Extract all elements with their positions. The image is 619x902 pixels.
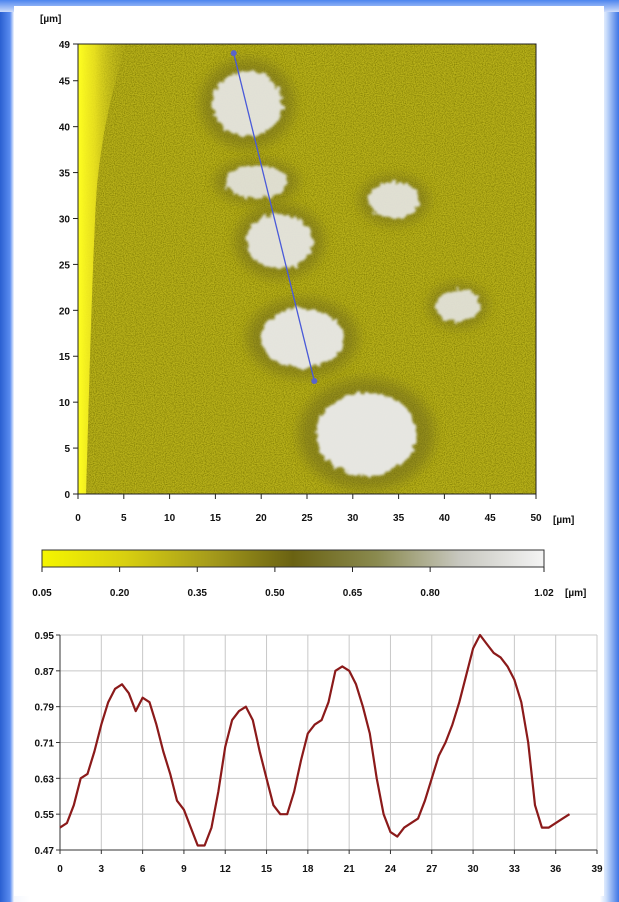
map-y-tick-label: 45 bbox=[59, 77, 71, 88]
colorbar-tick-label: 0.05 bbox=[32, 588, 52, 599]
colorbar bbox=[41, 549, 545, 568]
surface-features bbox=[200, 59, 488, 491]
map-y-tick-label: 25 bbox=[59, 260, 71, 271]
height-map bbox=[78, 44, 536, 494]
profile-x-tick-label: 39 bbox=[591, 864, 603, 875]
map-y-tick-label: 10 bbox=[59, 398, 71, 409]
surface-feature bbox=[368, 181, 420, 219]
profile-y-tick-label: 0.95 bbox=[35, 631, 55, 642]
profile-x-tick-label: 33 bbox=[509, 864, 521, 875]
profile-x-axis: 0 3 6 9 12 15 18 21 24 27 30 33 36 39 bbox=[57, 850, 603, 875]
profile-line[interactable] bbox=[233, 53, 315, 382]
profile-x-tick-label: 3 bbox=[99, 864, 105, 875]
profile-series-line bbox=[59, 633, 571, 847]
profile-grid bbox=[59, 634, 598, 851]
map-y-tick-label: 15 bbox=[59, 352, 71, 363]
profile-end-marker[interactable] bbox=[311, 378, 318, 385]
profile-x-tick-label: 30 bbox=[468, 864, 480, 875]
profile-x-tick-label: 18 bbox=[302, 864, 314, 875]
profile-y-tick-label: 0.55 bbox=[35, 810, 55, 821]
profile-x-tick-label: 21 bbox=[344, 864, 356, 875]
profile-y-axis: 0.47 0.55 0.63 0.71 0.79 0.87 0.95 bbox=[35, 631, 60, 857]
map-x-tick-label: 5 bbox=[121, 513, 127, 524]
profile-x-tick-label: 15 bbox=[261, 864, 273, 875]
colorbar-ticks: 0.05 0.20 0.35 0.50 0.65 0.80 1.02 bbox=[32, 567, 554, 599]
profile-start-marker[interactable] bbox=[230, 50, 237, 57]
map-y-tick-label: 49 bbox=[59, 40, 71, 51]
surface-feature bbox=[225, 165, 288, 199]
colorbar-tick-label: 0.50 bbox=[265, 588, 285, 599]
map-x-tick-label: 50 bbox=[530, 513, 542, 524]
surface-feature bbox=[261, 308, 344, 368]
colorbar-tick-label: 0.35 bbox=[188, 588, 208, 599]
map-x-tick-label: 45 bbox=[485, 513, 497, 524]
map-x-tick-label: 25 bbox=[301, 513, 313, 524]
map-x-tick-label: 40 bbox=[439, 513, 451, 524]
profile-x-tick-label: 27 bbox=[426, 864, 438, 875]
map-y-tick-label: 20 bbox=[59, 306, 71, 317]
colorbar-unit: [µm] bbox=[565, 588, 586, 599]
profile-x-tick-label: 24 bbox=[385, 864, 397, 875]
profile-x-tick-label: 0 bbox=[57, 864, 63, 875]
map-x-axis: 0 5 10 15 20 25 30 35 40 45 50 bbox=[75, 494, 542, 524]
map-y-axis: 0 5 10 15 20 25 30 35 40 45 49 bbox=[59, 40, 78, 501]
profile-y-tick-label: 0.87 bbox=[35, 667, 55, 678]
surface-feature bbox=[316, 392, 417, 476]
map-x-tick-label: 20 bbox=[256, 513, 268, 524]
profile-y-tick-label: 0.47 bbox=[35, 846, 55, 857]
surface-feature bbox=[212, 70, 283, 137]
profile-x-tick-label: 12 bbox=[220, 864, 232, 875]
surface-feature bbox=[436, 289, 481, 323]
map-x-tick-label: 30 bbox=[347, 513, 359, 524]
map-x-tick-label: 0 bbox=[75, 513, 81, 524]
map-y-unit: [µm] bbox=[40, 14, 61, 25]
map-x-tick-label: 35 bbox=[393, 513, 405, 524]
colorbar-tick-label: 0.80 bbox=[420, 588, 440, 599]
map-y-tick-label: 40 bbox=[59, 123, 71, 134]
map-y-tick-label: 5 bbox=[64, 444, 70, 455]
map-x-tick-label: 15 bbox=[210, 513, 222, 524]
map-x-unit: [µm] bbox=[553, 515, 574, 526]
colorbar-tick-label: 0.20 bbox=[110, 588, 130, 599]
profile-y-tick-label: 0.71 bbox=[35, 739, 55, 750]
profile-x-tick-label: 36 bbox=[550, 864, 562, 875]
map-y-tick-label: 35 bbox=[59, 169, 71, 180]
map-y-tick-label: 0 bbox=[64, 490, 70, 501]
colorbar-tick-label: 1.02 bbox=[534, 588, 554, 599]
profile-x-tick-label: 9 bbox=[181, 864, 187, 875]
profile-y-tick-label: 0.63 bbox=[35, 774, 55, 785]
map-y-tick-label: 30 bbox=[59, 214, 71, 225]
map-bright-edge bbox=[78, 44, 126, 494]
map-x-tick-label: 10 bbox=[164, 513, 176, 524]
colorbar-tick-label: 0.65 bbox=[343, 588, 363, 599]
profile-x-tick-label: 6 bbox=[140, 864, 146, 875]
profile-y-tick-label: 0.79 bbox=[35, 703, 55, 714]
